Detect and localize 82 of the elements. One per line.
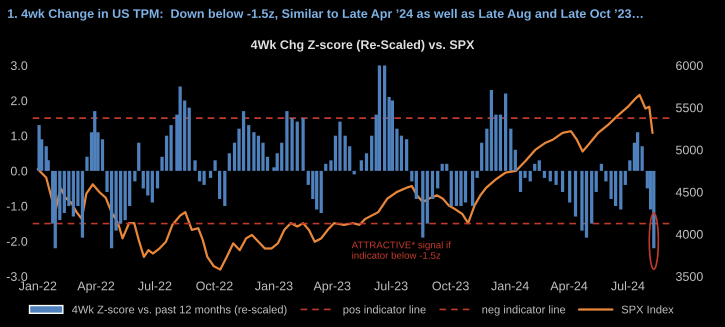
bar bbox=[324, 164, 328, 171]
bar bbox=[202, 170, 206, 185]
x-tick-label: Jan-24 bbox=[491, 282, 529, 290]
bar bbox=[110, 170, 114, 248]
bar bbox=[554, 170, 558, 185]
y2-tick-label: 4500 bbox=[676, 188, 703, 197]
bar bbox=[459, 170, 463, 206]
bar bbox=[584, 170, 588, 238]
bar bbox=[574, 170, 578, 217]
x-tick-label: Jul-24 bbox=[611, 281, 645, 290]
y2-tick-label: 5500 bbox=[676, 103, 703, 112]
bar bbox=[430, 170, 434, 199]
bar bbox=[213, 160, 217, 171]
bar bbox=[454, 170, 458, 206]
bar bbox=[256, 136, 260, 171]
bar bbox=[80, 170, 84, 238]
bar bbox=[352, 170, 356, 174]
y2-tick-label: 6000 bbox=[676, 61, 703, 70]
bar bbox=[405, 139, 408, 171]
bar bbox=[156, 170, 160, 188]
y-tick-label: 0.0 bbox=[10, 166, 28, 176]
x-tick-label: Oct-22 bbox=[196, 282, 233, 290]
bar bbox=[378, 65, 382, 171]
legend-label: 4Wk Z-score vs. past 12 months (re-scaled) bbox=[72, 305, 287, 316]
bar bbox=[390, 100, 394, 171]
bar bbox=[652, 170, 656, 248]
bar bbox=[518, 170, 522, 192]
bar bbox=[338, 122, 342, 171]
y-tick-label: -2.0 bbox=[6, 236, 28, 246]
annotation: ATTRACTIVE* signal if indicator below -1.5z bbox=[352, 241, 451, 259]
bar bbox=[568, 170, 572, 202]
x-tick-label: Jan-22 bbox=[18, 282, 56, 290]
bar bbox=[296, 122, 299, 171]
bar bbox=[242, 111, 246, 171]
bar bbox=[301, 118, 305, 171]
bar bbox=[198, 170, 202, 182]
bar bbox=[290, 118, 294, 171]
bar bbox=[360, 160, 363, 171]
x-tick-label: Apr-22 bbox=[77, 282, 114, 293]
y2-tick-label: 3500 bbox=[676, 272, 703, 281]
x-tick-label: Jan-23 bbox=[255, 282, 293, 290]
bar bbox=[208, 170, 212, 178]
y2-tick-label: 5000 bbox=[676, 146, 703, 154]
line-series bbox=[36, 94, 654, 271]
y-tick-label: 1.0 bbox=[11, 132, 28, 140]
bar bbox=[285, 111, 289, 171]
bar bbox=[542, 170, 546, 178]
x-tick-label: Jul-23 bbox=[374, 281, 408, 290]
chart-subtitle: 4Wk Chg Z-score (Re-Scaled) vs. SPX bbox=[250, 40, 474, 52]
bar bbox=[560, 170, 564, 192]
x-tick-label: Apr-24 bbox=[550, 282, 588, 293]
y2-tick-label: 4000 bbox=[676, 230, 703, 239]
chart-title: 1. 4wk Change in US TPM: Down below -1.5z, Similar to Late Apr ’24 as well as Late Aug and Late Oct ’23… bbox=[8, 8, 643, 21]
bar bbox=[364, 153, 368, 171]
x-tick-label: Oct-23 bbox=[432, 282, 469, 290]
legend-label: neg indicator line bbox=[482, 305, 566, 316]
bar bbox=[528, 170, 532, 182]
bar bbox=[604, 170, 608, 182]
x-tick-label: Jul-22 bbox=[138, 281, 172, 290]
bar bbox=[504, 94, 508, 171]
bar bbox=[498, 114, 502, 171]
bar bbox=[223, 170, 226, 206]
y-tick-label: 2.0 bbox=[11, 96, 28, 106]
bar bbox=[93, 111, 96, 171]
legend-label: pos indicator line bbox=[343, 305, 426, 316]
bar bbox=[600, 164, 604, 171]
y-tick-label: -3.0 bbox=[6, 272, 28, 281]
y-tick-label: 3.0 bbox=[10, 61, 28, 70]
bar bbox=[228, 153, 231, 171]
bar bbox=[548, 170, 552, 182]
bar bbox=[464, 170, 468, 202]
bar bbox=[450, 170, 453, 206]
bar bbox=[137, 142, 140, 171]
y-tick-label: -1.0 bbox=[6, 202, 28, 211]
bar bbox=[436, 170, 440, 188]
bar bbox=[247, 125, 250, 171]
bar bbox=[193, 160, 197, 171]
x-tick-label: Apr-23 bbox=[313, 282, 350, 293]
bar bbox=[169, 125, 173, 171]
bar bbox=[252, 132, 256, 171]
legend-label: SPX Index bbox=[622, 305, 674, 314]
bar bbox=[218, 170, 222, 199]
